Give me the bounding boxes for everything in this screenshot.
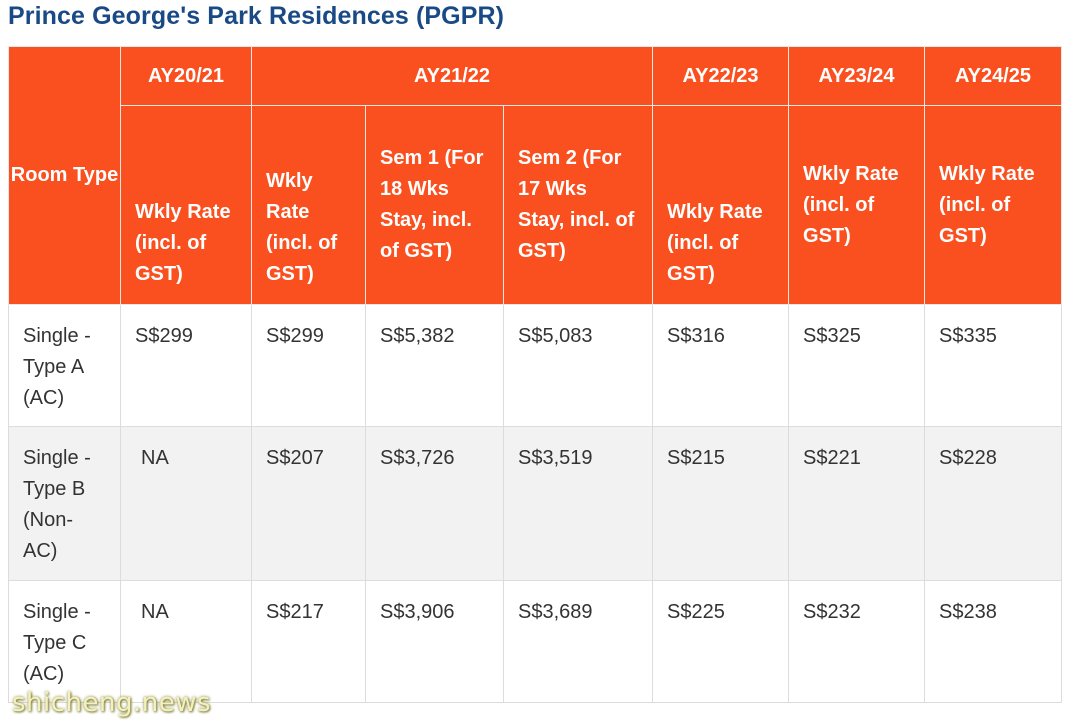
- rate-cell: S$232: [788, 580, 926, 703]
- rate-cell: S$221: [788, 426, 926, 581]
- rate-cell: S$299: [251, 304, 366, 427]
- room-type-cell: Single - Type A (AC): [8, 304, 121, 427]
- header-year: AY21/22: [250, 46, 654, 106]
- table-row: Single - Type A (AC) S$299 S$299 S$5,382…: [8, 304, 1063, 427]
- watermark: shicheng.news: [12, 688, 212, 718]
- rate-cell: S$3,689: [502, 580, 654, 703]
- rate-cell: S$225: [652, 580, 790, 703]
- room-type-cell: Single - Type B (Non-AC): [8, 426, 121, 581]
- table-row: Single - Type B (Non-AC) NA S$207 S$3,72…: [8, 426, 1063, 581]
- rate-cell: S$207: [251, 426, 366, 581]
- rate-cell: S$217: [251, 580, 366, 703]
- header-rate: Wkly Rate (incl. of GST): [120, 105, 252, 305]
- rate-cell: S$228: [924, 426, 1063, 581]
- rate-cell: S$5,083: [502, 304, 654, 427]
- table-row: Single - Type C (AC) NA S$217 S$3,906 S$…: [8, 580, 1063, 703]
- header-sem2: Sem 2 (For 17 Wks Stay, incl. of GST): [502, 105, 654, 305]
- rate-cell: S$325: [788, 304, 926, 427]
- header-year: AY20/21: [120, 46, 252, 106]
- header-sem1: Sem 1 (For 18 Wks Stay, incl. of GST): [365, 105, 504, 305]
- rate-cell: S$5,382: [365, 304, 504, 427]
- header-year: AY23/24: [788, 46, 926, 106]
- rate-cell: S$3,519: [502, 426, 654, 581]
- rate-cell: S$316: [652, 304, 790, 427]
- header-room-type: Room Type: [8, 46, 121, 305]
- rate-cell: S$3,906: [365, 580, 504, 703]
- header-year: AY24/25: [924, 46, 1063, 106]
- rate-cell: NA: [120, 580, 252, 703]
- rate-cell: S$335: [924, 304, 1063, 427]
- rate-cell: NA: [120, 426, 252, 581]
- rates-table: Room Type AY20/21 AY21/22 AY22/23 AY23/2…: [8, 46, 1063, 703]
- header-rate: Wkly Rate (incl. of GST): [924, 105, 1063, 305]
- rate-cell: S$3,726: [365, 426, 504, 581]
- rate-cell: S$215: [652, 426, 790, 581]
- room-type-cell: Single - Type C (AC): [8, 580, 121, 703]
- rate-cell: S$238: [924, 580, 1063, 703]
- rate-cell: S$299: [120, 304, 252, 427]
- header-rate: Wkly Rate (incl. of GST): [788, 105, 926, 305]
- header-rate: Wkly Rate (incl. of GST): [251, 105, 366, 305]
- page-title: Prince George's Park Residences (PGPR): [8, 2, 505, 30]
- header-rate: Wkly Rate (incl. of GST): [652, 105, 790, 305]
- header-year: AY22/23: [652, 46, 790, 106]
